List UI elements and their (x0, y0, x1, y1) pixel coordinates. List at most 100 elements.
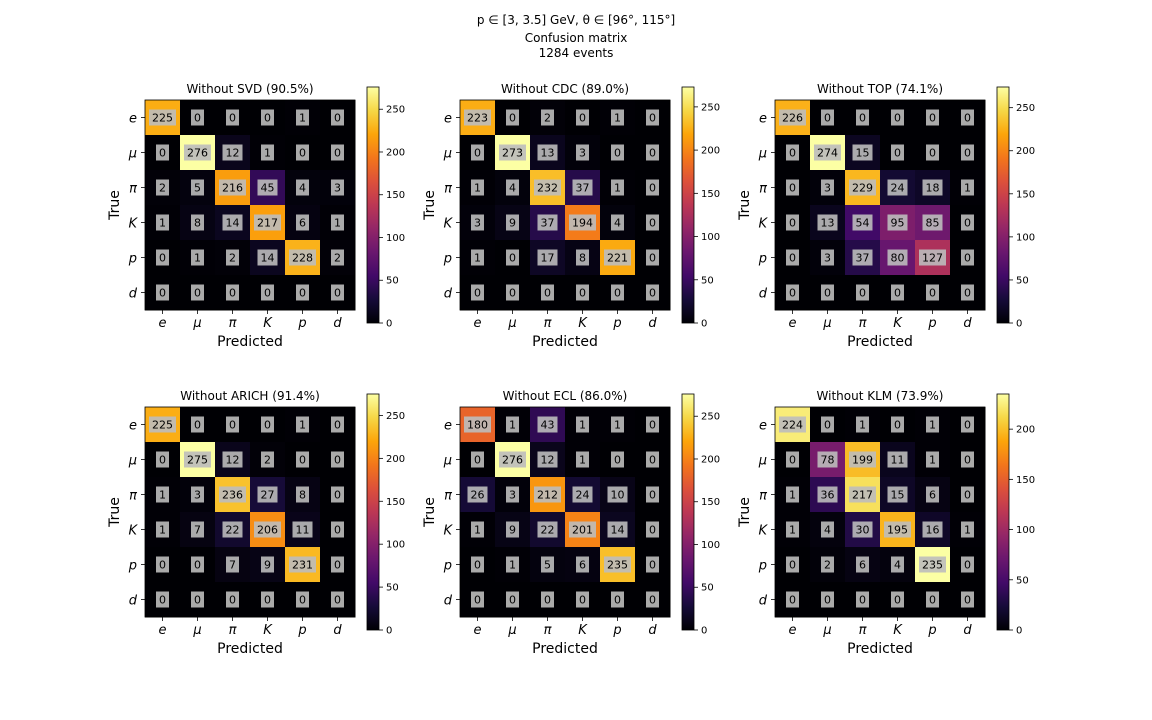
cell-value-label: 3 (334, 182, 341, 195)
figure-title-line-2: Confusion matrix (524, 31, 628, 45)
cell-value-label: 4 (894, 559, 901, 572)
cell-value-label: 15 (856, 147, 870, 160)
cell-label-box (156, 284, 169, 301)
cell-label-box (191, 214, 204, 231)
cell-label-box (611, 284, 624, 301)
cell-label-box (296, 486, 309, 503)
cell-label-box (506, 416, 519, 433)
cell-label-box (296, 144, 309, 161)
cell-value-label: 1 (159, 217, 166, 230)
y-tick-label: μ (758, 454, 767, 469)
cell-value-label: 1 (509, 419, 516, 432)
cell-label-box (222, 214, 243, 231)
cell-label-box (786, 249, 799, 266)
cell-value-label: 10 (611, 489, 625, 502)
colorbar-tick-label: 50 (701, 583, 714, 594)
colorbar-tick-label: 0 (701, 319, 707, 330)
cell-value-label: 0 (649, 594, 656, 607)
cell-value-label: 199 (852, 454, 873, 467)
cell-value-label: 0 (264, 112, 271, 125)
cell-value-label: 0 (964, 419, 971, 432)
cell-value-label: 1 (299, 419, 306, 432)
y-tick-label: μ (128, 147, 137, 162)
y-tick-label: μ (128, 454, 137, 469)
cell-value-label: 0 (824, 112, 831, 125)
x-axis-label: Predicted (532, 641, 598, 657)
cell-label-box (922, 179, 943, 196)
cell-value-label: 276 (187, 147, 208, 160)
colorbar-tick-label: 250 (386, 411, 405, 422)
cell-label-box (506, 214, 519, 231)
cell-label-box (576, 556, 589, 573)
cell-value-label: 1 (579, 419, 586, 432)
cell-value-label: 0 (159, 147, 166, 160)
cell-value-label: 26 (471, 489, 485, 502)
cell-label-box (149, 416, 176, 433)
panel-1: Without SVD (90.5%)225 0 0 0 1 00 276 12 1 0 02 5 21… (107, 82, 405, 350)
cell-value-label: 85 (926, 217, 940, 230)
cell-label-box (891, 109, 904, 126)
cell-value-label: 217 (257, 217, 278, 230)
cell-label-box (149, 109, 176, 126)
cell-label-box (261, 451, 274, 468)
y-tick-label: π (129, 489, 137, 504)
x-tick-label: d (333, 623, 342, 638)
cell-label-box (191, 249, 204, 266)
cell-value-label: 232 (537, 182, 558, 195)
cell-label-box (156, 179, 169, 196)
panel-title: Without CDC (89.0%) (501, 82, 629, 96)
x-tick-label: d (963, 623, 972, 638)
cell-label-box (534, 179, 561, 196)
cell-label-box (852, 214, 873, 231)
cell-value-label: 223 (467, 112, 488, 125)
cell-label-box (576, 109, 589, 126)
cell-value-label: 225 (152, 112, 173, 125)
cell-value-label: 235 (922, 559, 943, 572)
cell-value-label: 0 (649, 559, 656, 572)
cell-value-label: 30 (856, 524, 870, 537)
cell-value-label: 0 (579, 594, 586, 607)
cell-value-label: 0 (649, 489, 656, 502)
cell-value-label: 0 (474, 454, 481, 467)
cell-label-box (926, 486, 939, 503)
y-tick-label: d (129, 594, 138, 609)
cell-label-box (226, 284, 239, 301)
cell-value-label: 2 (824, 559, 831, 572)
x-tick-label: π (859, 316, 867, 331)
cell-value-label: 5 (544, 559, 551, 572)
cell-value-label: 217 (852, 489, 873, 502)
x-tick-label: p (297, 623, 306, 638)
cell-label-box (471, 556, 484, 573)
y-tick-label: π (759, 182, 767, 197)
cell-value-label: 8 (299, 489, 306, 502)
cell-label-box (852, 249, 873, 266)
cell-label-box (856, 284, 869, 301)
cell-value-label: 36 (821, 489, 835, 502)
x-tick-label: d (963, 316, 972, 331)
cell-value-label: 0 (194, 419, 201, 432)
y-tick-label: p (758, 252, 767, 267)
y-tick-label: e (129, 419, 137, 434)
y-tick-label: e (759, 419, 767, 434)
cell-label-box (537, 249, 558, 266)
cell-label-box (786, 284, 799, 301)
cell-value-label: 206 (257, 524, 278, 537)
colorbar-tick-label: 200 (701, 146, 720, 157)
x-tick-label: μ (192, 623, 201, 638)
cell-label-box (191, 591, 204, 608)
cell-value-label: 0 (649, 112, 656, 125)
cell-value-label: 4 (824, 524, 831, 537)
cell-label-box (222, 144, 243, 161)
cell-value-label: 4 (509, 182, 516, 195)
panel-title: Without KLM (73.9%) (817, 389, 944, 403)
colorbar-tick-label: 100 (1016, 525, 1035, 536)
cell-value-label: 1 (789, 524, 796, 537)
cell-label-box (219, 486, 246, 503)
x-tick-label: π (859, 623, 867, 638)
cell-label-box (506, 556, 519, 573)
cell-label-box (506, 591, 519, 608)
cell-value-label: 0 (859, 287, 866, 300)
x-tick-label: K (578, 316, 588, 331)
cell-value-label: 1 (614, 419, 621, 432)
cell-value-label: 1 (929, 419, 936, 432)
